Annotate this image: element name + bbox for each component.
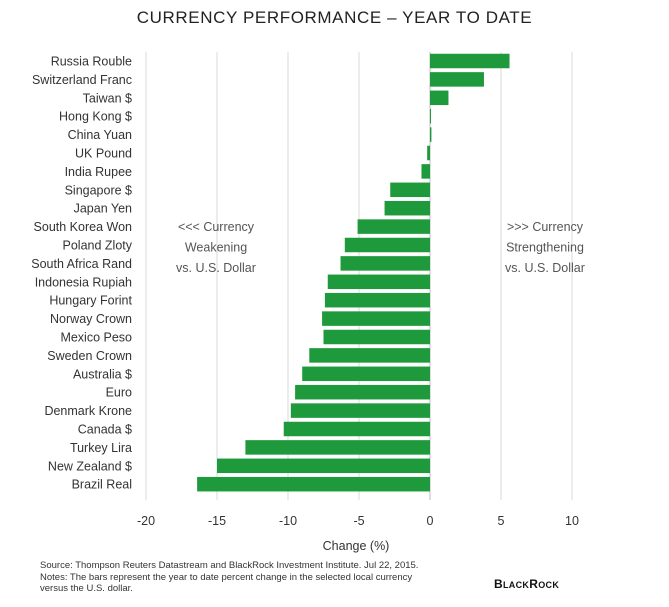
annotation-right-line: >>> Currency <box>507 220 584 234</box>
bar <box>245 440 430 455</box>
x-tick-labels: -20 -15 -10 -5 0 5 10 <box>137 514 579 528</box>
bar <box>430 72 484 87</box>
category-label: Indonesia Rupiah <box>35 275 132 289</box>
bar <box>430 53 510 69</box>
x-tick-label: 5 <box>498 514 505 528</box>
category-label: Hungary Forint <box>49 294 132 308</box>
category-label: Taiwan $ <box>83 91 132 105</box>
bar <box>390 182 430 198</box>
category-label: Mexico Peso <box>60 331 132 345</box>
category-label: South Africa Rand <box>31 257 132 271</box>
category-label: Turkey Lira <box>70 441 132 455</box>
category-label: Hong Kong $ <box>59 110 132 124</box>
category-label: Switzerland Franc <box>32 73 132 87</box>
category-label: Russia Rouble <box>51 55 132 69</box>
notes-line-2: versus the U.S. dollar. <box>40 583 133 594</box>
bar <box>327 274 430 290</box>
category-label: Singapore $ <box>65 183 132 197</box>
category-label: Euro <box>106 386 132 400</box>
bar <box>322 311 430 326</box>
bar <box>323 329 430 345</box>
bar <box>430 127 432 142</box>
footer: Source: Thompson Reuters Datastream and … <box>40 560 480 595</box>
bar <box>197 476 430 492</box>
annotation-right-line: vs. U.S. Dollar <box>505 261 585 275</box>
bar <box>427 145 430 161</box>
x-tick-label: -15 <box>208 514 226 528</box>
bar <box>324 292 430 308</box>
category-label: Norway Crown <box>50 312 132 326</box>
category-label: New Zealand $ <box>48 459 132 473</box>
bar <box>344 237 430 253</box>
x-tick-label: 10 <box>565 514 579 528</box>
category-label: Sweden Crown <box>47 349 132 363</box>
category-label: Denmark Krone <box>44 404 132 418</box>
bar <box>430 90 449 106</box>
category-label: Poland Zloty <box>63 239 133 253</box>
annotation-right-line: Strengthening <box>506 241 584 255</box>
category-label: India Rupee <box>65 165 132 179</box>
bar <box>217 458 430 474</box>
annotation-left-line: <<< Currency <box>178 220 255 234</box>
x-tick-label: -20 <box>137 514 155 528</box>
bars <box>197 53 510 492</box>
bar <box>290 403 430 418</box>
chart-title: CURRENCY PERFORMANCE – YEAR TO DATE <box>136 8 533 27</box>
annotation-left-line: vs. U.S. Dollar <box>176 261 256 275</box>
category-label: South Korea Won <box>34 220 132 234</box>
annotation-left-line: Weakening <box>185 241 247 255</box>
category-label: Brazil Real <box>72 478 132 492</box>
x-tick-label: -10 <box>279 514 297 528</box>
category-label: UK Pound <box>75 147 132 161</box>
bar <box>421 164 430 179</box>
category-label: Canada $ <box>78 423 132 437</box>
category-label: Japan Yen <box>74 202 132 216</box>
blackrock-logo: BLACKROCK <box>494 577 560 591</box>
bar <box>309 348 430 363</box>
category-label: Australia $ <box>73 367 132 381</box>
bar <box>295 384 430 400</box>
notes-line-1: Notes: The bars represent the year to da… <box>40 571 413 583</box>
bar <box>430 108 431 124</box>
category-labels: Russia Rouble Switzerland Franc Taiwan $ Ho… <box>31 55 133 492</box>
bar <box>384 200 430 216</box>
x-tick-label: 0 <box>427 514 434 528</box>
bar <box>302 366 430 382</box>
bar <box>283 421 430 437</box>
bar <box>340 256 430 271</box>
x-axis-label: Change (%) <box>323 539 390 553</box>
bar <box>357 219 430 234</box>
annotations: <<< Currency Weakening vs. U.S. Dollar >>> … <box>176 220 585 275</box>
x-tick-label: -5 <box>353 514 364 528</box>
source-note: Source: Thompson Reuters Datastream and … <box>40 560 419 571</box>
category-label: China Yuan <box>68 128 132 142</box>
